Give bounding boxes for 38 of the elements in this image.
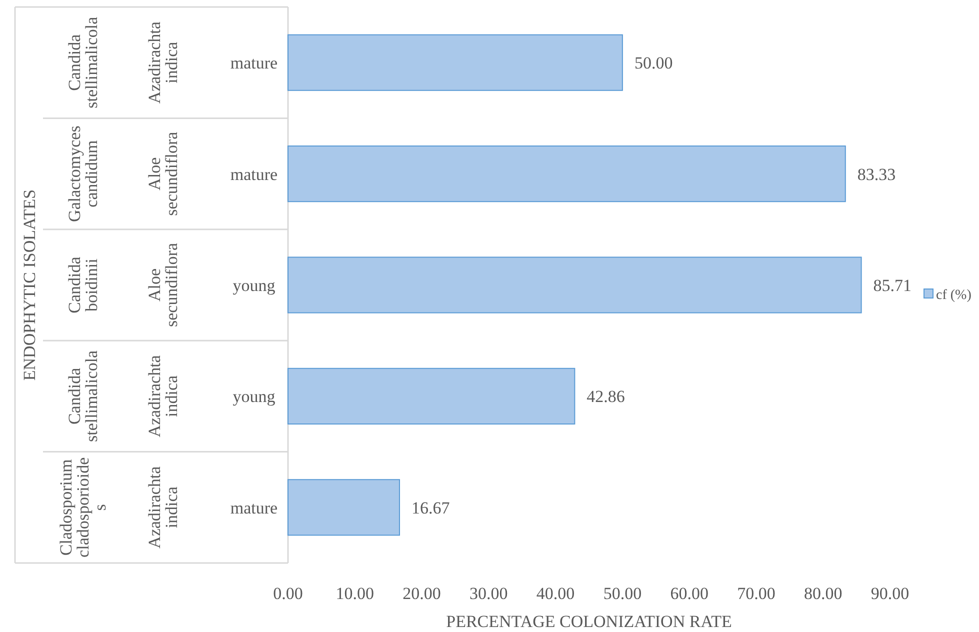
- text: Candida stellimalicola: [64, 350, 101, 442]
- x-tick-label: 50.00: [603, 584, 642, 603]
- text: Azadirachta indica: [144, 354, 181, 438]
- x-tick-label: 90.00: [870, 584, 910, 603]
- bar: [288, 368, 576, 424]
- bar: [288, 34, 623, 91]
- x-tick-label: 0.00: [273, 584, 303, 603]
- text: Galactomyces candidum: [64, 126, 101, 222]
- x-tick-label: 40.00: [536, 584, 575, 603]
- text: ENDOPHYTIC ISOLATES: [20, 189, 39, 381]
- y-tick-label: mature: [230, 54, 278, 73]
- x-tick-label: 60.00: [670, 584, 708, 603]
- x-tick-label: 70.00: [737, 584, 776, 603]
- text: 85.71: [873, 276, 912, 295]
- text: Azadirachta indica: [144, 21, 181, 104]
- bar: [288, 256, 862, 314]
- y-tick-label: mature: [230, 498, 278, 518]
- x-tick-label: 10.00: [336, 584, 374, 603]
- y-tick-label: young: [232, 276, 276, 295]
- text: Aloe secundiflora: [144, 131, 181, 216]
- x-tick-label: 80.00: [804, 584, 842, 603]
- bar: [288, 479, 400, 536]
- text: Cladosporium cladosporioides: [56, 457, 110, 558]
- y-tick-label: young: [232, 387, 276, 406]
- legend-label: cf (%): [936, 288, 972, 303]
- text: 42.86: [586, 387, 625, 406]
- text: 16.67: [412, 498, 450, 518]
- y-tick-label: mature: [230, 164, 278, 184]
- text: Azadirachta indica: [144, 466, 181, 548]
- x-tick-label: 30.00: [470, 584, 508, 603]
- text: 83.33: [857, 164, 896, 184]
- text: Aloe secundiflora: [144, 242, 181, 328]
- text: Candida stellimalicola: [64, 16, 101, 108]
- text: 50.00: [634, 54, 673, 73]
- text: Candida boidinii: [64, 256, 101, 314]
- x-axis-title: PERCENTAGE COLONIZATION RATE: [446, 612, 732, 631]
- x-tick-label: 20.00: [402, 584, 441, 603]
- bar: [288, 146, 846, 202]
